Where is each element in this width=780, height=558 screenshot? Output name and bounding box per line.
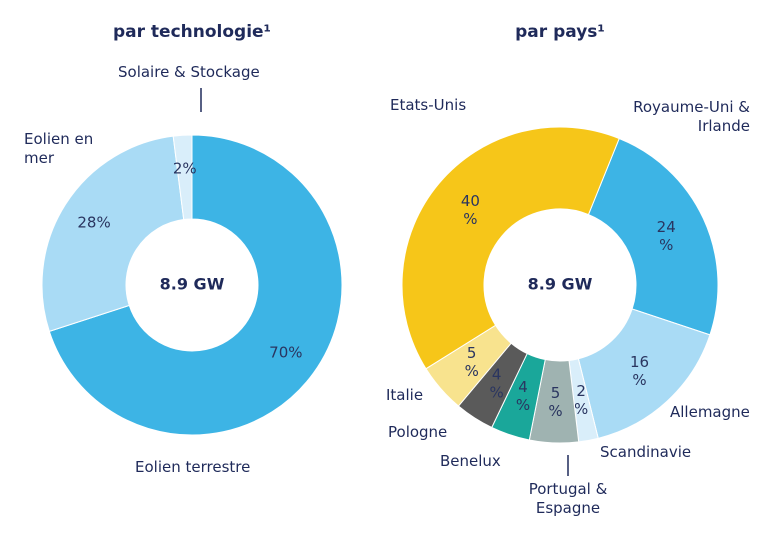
- category-label: Scandinavie: [600, 443, 692, 461]
- value-label-line: %: [465, 361, 479, 379]
- value-label-line: 5: [467, 343, 477, 361]
- slice: [401, 126, 620, 370]
- value-label: 4%: [489, 365, 503, 401]
- value-label: 28%: [77, 213, 110, 231]
- value-label-line: 5: [551, 383, 561, 401]
- chart-title: par pays¹: [515, 22, 605, 42]
- value-label-line: %: [574, 400, 588, 418]
- category-label: Eolien terrestre: [135, 458, 251, 476]
- value-label: 5%: [465, 343, 479, 379]
- value-label-line: 16: [630, 352, 649, 370]
- category-label: Etats-Unis: [390, 96, 467, 114]
- slice: [48, 134, 343, 436]
- value-label-line: 2: [576, 382, 586, 400]
- value-label: 40%: [461, 191, 480, 227]
- value-label-line: 40: [461, 191, 480, 209]
- value-label-line: %: [659, 235, 673, 253]
- value-label: 16%: [630, 352, 649, 388]
- category-label: Pologne: [388, 423, 448, 441]
- value-label-line: 4: [492, 365, 502, 383]
- value-label-line: %: [548, 401, 562, 419]
- category-label: Eolien en mer: [24, 130, 94, 167]
- slice: [41, 135, 185, 332]
- category-label: Royaume-Uni & Irlande: [633, 98, 750, 135]
- category-label: Portugal & Espagne: [528, 480, 608, 517]
- value-label: 4%: [516, 378, 530, 414]
- value-label-line: 4: [518, 378, 528, 396]
- value-label: 2%: [173, 160, 197, 178]
- center-label: 8.9 GW: [528, 275, 593, 294]
- value-label: 70%: [269, 344, 302, 362]
- slice: [172, 134, 193, 221]
- value-label-line: %: [632, 370, 646, 388]
- category-label: Solaire & Stockage: [118, 63, 260, 81]
- slice: [587, 137, 719, 336]
- value-label: 5%: [548, 383, 562, 419]
- value-label-line: %: [463, 209, 477, 227]
- center-label: 8.9 GW: [160, 275, 225, 294]
- category-label: Italie: [386, 386, 424, 404]
- value-label: 24%: [657, 217, 676, 253]
- value-label-line: %: [516, 396, 530, 414]
- chart-title: par technologie¹: [112, 22, 272, 42]
- value-label: 2%: [574, 382, 588, 418]
- category-label: Allemagne: [670, 403, 750, 421]
- category-label: Benelux: [440, 452, 501, 470]
- slice: [577, 308, 711, 439]
- value-label-line: 24: [657, 217, 676, 235]
- value-label-line: %: [489, 383, 503, 401]
